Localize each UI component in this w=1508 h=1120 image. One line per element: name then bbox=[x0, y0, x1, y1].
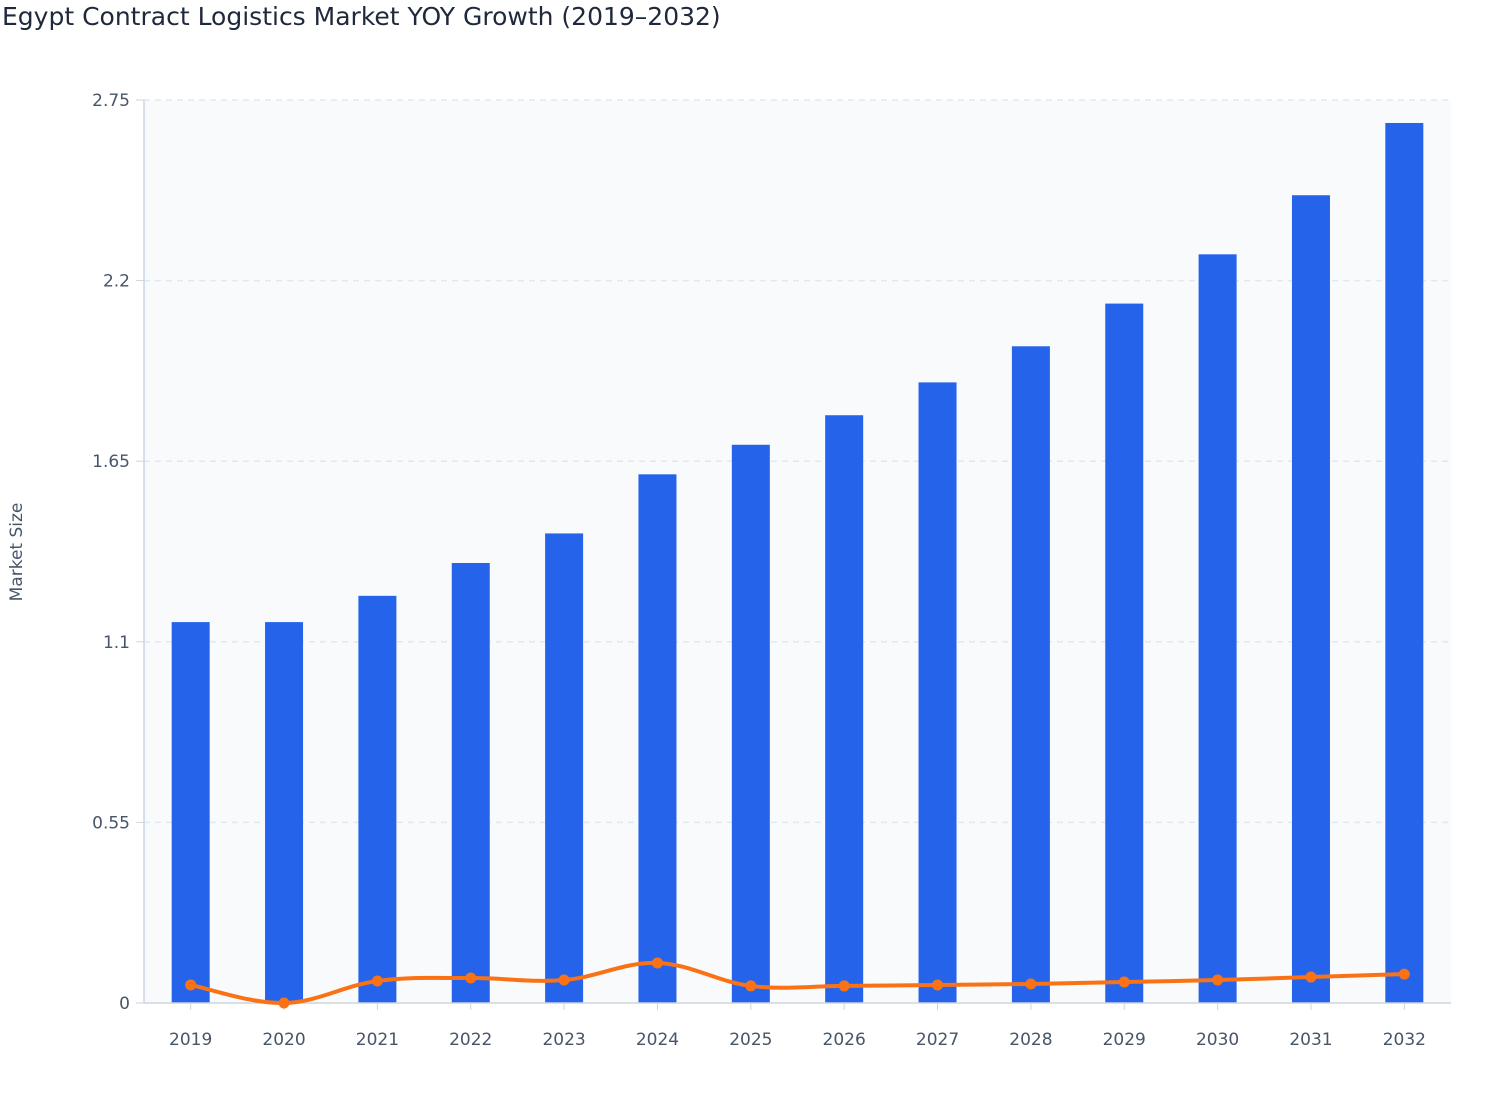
y-tick-label: 2.75 bbox=[92, 91, 130, 111]
growth-line bbox=[185, 957, 1410, 1009]
y-tick-label: 2.2 bbox=[103, 272, 130, 292]
bar-2023 bbox=[545, 533, 584, 1003]
y-tick-label: 1.65 bbox=[92, 452, 130, 472]
x-tick-label: 2022 bbox=[449, 1030, 492, 1050]
growth-point-2028 bbox=[1025, 978, 1037, 990]
growth-point-2031 bbox=[1305, 971, 1317, 983]
growth-point-2026 bbox=[838, 980, 850, 992]
bar-2025 bbox=[731, 444, 770, 1003]
x-tick-label: 2027 bbox=[916, 1030, 959, 1050]
x-tick-label: 2021 bbox=[356, 1030, 399, 1050]
x-tick-label: 2032 bbox=[1383, 1030, 1426, 1050]
bar-2032 bbox=[1385, 122, 1424, 1003]
bar-2024 bbox=[638, 474, 677, 1003]
bar-2021 bbox=[358, 595, 397, 1003]
x-tick-label: 2025 bbox=[729, 1030, 772, 1050]
x-tick-label: 2031 bbox=[1289, 1030, 1332, 1050]
growth-point-2032 bbox=[1398, 968, 1410, 980]
bars bbox=[171, 122, 1424, 1004]
growth-point-2027 bbox=[932, 979, 944, 991]
x-tick-label: 2028 bbox=[1009, 1030, 1052, 1050]
chart-title: Egypt Contract Logistics Market YOY Grow… bbox=[2, 2, 721, 31]
growth-point-2021 bbox=[371, 975, 383, 987]
bar-2027 bbox=[918, 382, 957, 1004]
growth-point-2030 bbox=[1212, 974, 1224, 986]
x-tick-label: 2020 bbox=[262, 1030, 305, 1050]
y-tick-label: 0 bbox=[119, 994, 130, 1014]
bar-2022 bbox=[451, 562, 490, 1003]
bar-2031 bbox=[1291, 195, 1330, 1003]
x-tick-label: 2029 bbox=[1103, 1030, 1146, 1050]
plot-background bbox=[144, 100, 1451, 1003]
bar-2029 bbox=[1105, 303, 1144, 1003]
x-axis: 2019 2020 2021 2022 2023 2024 2025 2026 2027 2028… bbox=[144, 1002, 1451, 1050]
x-tick-label: 2026 bbox=[823, 1030, 866, 1050]
growth-point-2029 bbox=[1118, 976, 1130, 988]
bar-2030 bbox=[1198, 254, 1237, 1003]
growth-point-2019 bbox=[185, 979, 197, 991]
x-tick-label: 2030 bbox=[1196, 1030, 1239, 1050]
y-axis: 0 0.55 1.1 1.65 2.2 2.75 bbox=[92, 91, 145, 1014]
x-tick-label: 2023 bbox=[542, 1030, 585, 1050]
growth-point-2020 bbox=[278, 997, 290, 1009]
growth-point-2022 bbox=[465, 972, 477, 984]
y-axis-label: Market Size bbox=[7, 503, 27, 602]
growth-point-2025 bbox=[745, 980, 757, 992]
y-tick-label: 1.1 bbox=[103, 633, 130, 653]
y-tick-label: 0.55 bbox=[92, 813, 130, 833]
growth-point-2024 bbox=[651, 957, 663, 969]
bar-2020 bbox=[265, 622, 304, 1003]
growth-line-path bbox=[188, 960, 1407, 1006]
x-tick-label: 2024 bbox=[636, 1030, 679, 1050]
bar-2019 bbox=[171, 622, 210, 1003]
growth-point-2023 bbox=[558, 974, 570, 986]
x-tick-label: 2019 bbox=[169, 1030, 212, 1050]
bar-2028 bbox=[1011, 346, 1050, 1004]
bar-2026 bbox=[825, 415, 864, 1003]
